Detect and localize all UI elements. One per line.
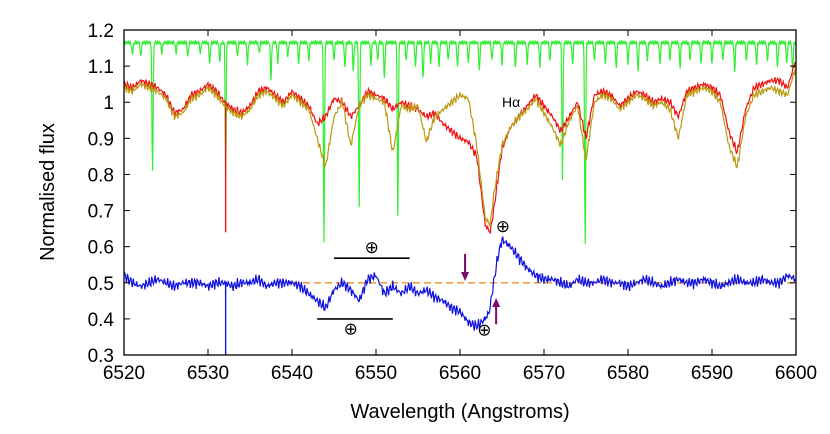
y-tick-label: 0.3 — [88, 346, 114, 367]
telluric-symbol: ⊕ — [365, 238, 379, 257]
y-tick-label: 1.2 — [88, 21, 114, 42]
series-telluric — [124, 38, 796, 245]
y-tick-label: 0.5 — [88, 274, 114, 295]
x-axis-label: Wavelength (Angstroms) — [350, 401, 569, 423]
arrow-head — [492, 297, 501, 307]
x-tick-label: 6600 — [775, 363, 817, 384]
y-tick-label: 0.4 — [88, 310, 115, 331]
series-corrected — [124, 68, 796, 228]
x-tick-label: 6540 — [271, 363, 313, 384]
line-label: Hα — [502, 94, 520, 110]
x-tick-label: 6580 — [607, 363, 649, 384]
y-tick-label: 0.9 — [88, 129, 114, 150]
telluric-symbol: ⊕ — [496, 217, 510, 236]
series-layer — [124, 38, 796, 355]
x-tick-label: 6560 — [439, 363, 481, 384]
series-residual — [124, 236, 796, 331]
y-axis-label: Normalised flux — [37, 123, 59, 261]
y-tick-label: 0.6 — [88, 238, 114, 259]
axis-ticks: 6520 6530 6540 6550 6560 6570 6580 6590 6600 0.3 0… — [88, 21, 818, 384]
annotation-layer: ⊕ ⊕ ⊕ ⊕ Hα — [317, 94, 520, 339]
x-tick-label: 6520 — [103, 363, 145, 384]
x-tick-label: 6530 — [187, 363, 229, 384]
x-tick-label: 6550 — [355, 363, 397, 384]
y-tick-label: 0.8 — [88, 165, 114, 186]
arrow-head — [461, 271, 470, 281]
y-tick-label: 1 — [103, 93, 114, 114]
x-tick-label: 6590 — [691, 363, 733, 384]
series-observed — [124, 61, 796, 235]
telluric-symbol: ⊕ — [344, 319, 358, 338]
telluric-symbol: ⊕ — [477, 320, 491, 339]
y-tick-label: 1.1 — [88, 57, 114, 78]
y-tick-label: 0.7 — [88, 202, 114, 223]
x-tick-label: 6570 — [523, 363, 565, 384]
